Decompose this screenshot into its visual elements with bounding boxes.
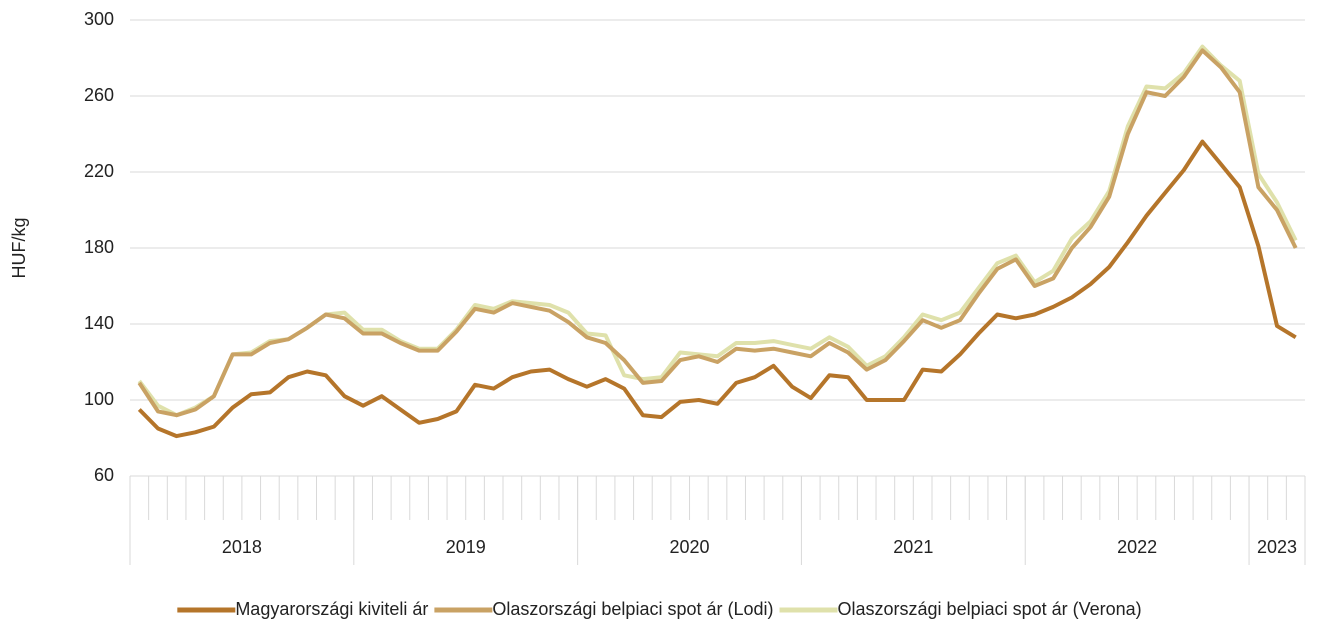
y-tick-label: 100 — [84, 389, 114, 409]
y-tick-label: 300 — [84, 9, 114, 29]
group-label: 2018 — [222, 537, 262, 557]
group-label: 2020 — [670, 537, 710, 557]
y-tick-label: 180 — [84, 237, 114, 257]
y-tick-label: 60 — [94, 465, 114, 485]
series-line — [137, 48, 1298, 418]
legend-label: Magyarországi kiviteli ár — [235, 599, 428, 619]
legend-label: Olaszországi belpiaci spot ár (Verona) — [838, 599, 1142, 619]
group-label: 2023 — [1257, 537, 1297, 557]
y-tick-label: 140 — [84, 313, 114, 333]
group-label: 2019 — [446, 537, 486, 557]
series-line — [137, 139, 1297, 439]
y-tick-label: 260 — [84, 85, 114, 105]
legend-label: Olaszországi belpiaci spot ár (Lodi) — [492, 599, 773, 619]
group-label: 2021 — [893, 537, 933, 557]
group-label: 2022 — [1117, 537, 1157, 557]
y-tick-label: 220 — [84, 161, 114, 181]
y-axis-label: HUF/kg — [9, 217, 29, 278]
